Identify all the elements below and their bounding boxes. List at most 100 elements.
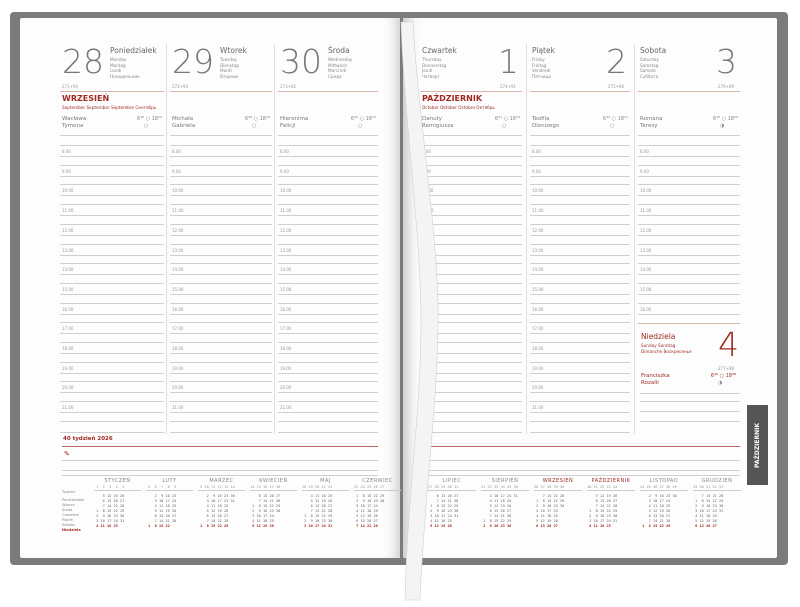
note-line[interactable] xyxy=(170,431,272,433)
note-line[interactable] xyxy=(60,420,164,422)
note-line[interactable] xyxy=(530,175,630,177)
note-line[interactable] xyxy=(530,204,630,206)
note-line[interactable] xyxy=(60,135,164,136)
note-line[interactable] xyxy=(170,263,272,265)
note-line[interactable] xyxy=(60,293,164,295)
note-line[interactable] xyxy=(420,282,522,284)
note-line[interactable] xyxy=(278,412,378,414)
note-line[interactable] xyxy=(170,156,272,157)
note-line[interactable] xyxy=(60,353,164,354)
note-line[interactable] xyxy=(420,145,522,146)
note-line[interactable] xyxy=(278,204,378,206)
mini-calendar-month[interactable]: CZERWIEC 23 24 25 26 27 1 8 15 22 29 2 9 … xyxy=(354,478,401,529)
note-line[interactable] xyxy=(530,420,630,422)
note-line[interactable] xyxy=(640,401,740,402)
note-line[interactable] xyxy=(530,156,630,157)
note-line[interactable] xyxy=(278,282,378,284)
note-line[interactable] xyxy=(420,401,522,403)
note-line[interactable] xyxy=(278,372,378,374)
note-line[interactable] xyxy=(278,333,378,335)
note-line[interactable] xyxy=(60,164,164,166)
note-line[interactable] xyxy=(530,243,630,245)
note-line[interactable] xyxy=(60,223,164,225)
note-line[interactable] xyxy=(60,204,164,206)
note-line[interactable] xyxy=(420,431,522,433)
note-line[interactable] xyxy=(278,184,378,186)
note-line[interactable] xyxy=(62,475,378,476)
note-line[interactable] xyxy=(530,322,630,324)
month-tab-pazdziernik[interactable]: PAŹDZIERNIK xyxy=(747,405,768,485)
note-line[interactable] xyxy=(60,412,164,414)
note-line[interactable] xyxy=(278,164,378,166)
note-line[interactable] xyxy=(278,302,378,304)
note-line[interactable] xyxy=(170,223,272,225)
note-line[interactable] xyxy=(638,156,740,157)
note-line[interactable] xyxy=(60,333,164,335)
note-line[interactable] xyxy=(170,381,272,383)
note-line[interactable] xyxy=(60,254,164,256)
note-line[interactable] xyxy=(420,195,522,197)
note-line[interactable] xyxy=(638,223,740,225)
note-line[interactable] xyxy=(170,234,272,236)
note-line[interactable] xyxy=(278,381,378,383)
note-line[interactable] xyxy=(420,302,522,304)
note-line[interactable] xyxy=(420,274,522,276)
note-line[interactable] xyxy=(170,412,272,414)
note-line[interactable] xyxy=(60,263,164,265)
note-line[interactable] xyxy=(60,234,164,236)
note-line[interactable] xyxy=(170,401,272,403)
note-line[interactable] xyxy=(60,156,164,157)
note-line[interactable] xyxy=(420,460,740,461)
mini-calendar-month[interactable]: MAJ 18 19 20 21 22 4 11 18 25 5 12 19 26 … xyxy=(302,478,349,529)
note-line[interactable] xyxy=(420,175,522,177)
note-line[interactable] xyxy=(420,293,522,295)
note-line[interactable] xyxy=(640,393,740,394)
note-line[interactable] xyxy=(170,361,272,363)
note-line[interactable] xyxy=(60,215,164,217)
note-line[interactable] xyxy=(530,263,630,265)
note-line[interactable] xyxy=(170,420,272,422)
mini-calendar-month[interactable]: LIPIEC 27 28 29 30 31 6 13 20 27 7 14 21 … xyxy=(428,478,476,529)
note-line[interactable] xyxy=(530,412,630,414)
note-line[interactable] xyxy=(420,135,522,136)
note-line[interactable] xyxy=(530,401,630,403)
mini-calendar-month[interactable]: PAŹDZIERNIK 40 41 42 43 44 5 12 19 26 6 1… xyxy=(587,478,635,529)
note-line[interactable] xyxy=(420,475,740,476)
note-line[interactable] xyxy=(420,342,522,343)
note-line[interactable] xyxy=(530,313,630,315)
note-line[interactable] xyxy=(60,381,164,383)
note-line[interactable] xyxy=(420,420,522,422)
note-line[interactable] xyxy=(530,353,630,354)
note-line[interactable] xyxy=(170,282,272,284)
mini-calendar-month[interactable]: LUTY 5 6 7 8 9 2 9 16 23 3 10 17 24 4 11… xyxy=(146,478,193,529)
note-line[interactable] xyxy=(278,195,378,197)
note-line[interactable] xyxy=(170,184,272,186)
note-line[interactable] xyxy=(278,243,378,245)
note-line[interactable] xyxy=(530,381,630,383)
note-line[interactable] xyxy=(60,302,164,304)
note-line[interactable] xyxy=(640,411,740,412)
note-line[interactable] xyxy=(170,254,272,256)
note-line[interactable] xyxy=(278,234,378,236)
note-line[interactable] xyxy=(420,164,522,166)
note-line[interactable] xyxy=(170,274,272,276)
note-line[interactable] xyxy=(638,234,740,236)
note-line[interactable] xyxy=(60,322,164,324)
note-line[interactable] xyxy=(278,313,378,315)
note-line[interactable] xyxy=(530,361,630,363)
note-line[interactable] xyxy=(530,234,630,236)
note-line[interactable] xyxy=(530,342,630,343)
note-line[interactable] xyxy=(530,184,630,186)
note-line[interactable] xyxy=(420,353,522,354)
note-line[interactable] xyxy=(278,431,378,433)
note-line[interactable] xyxy=(170,204,272,206)
note-line[interactable] xyxy=(530,215,630,217)
note-line[interactable] xyxy=(638,204,740,206)
note-line[interactable] xyxy=(420,333,522,335)
note-line[interactable] xyxy=(170,302,272,304)
note-line[interactable] xyxy=(420,156,522,157)
note-line[interactable] xyxy=(278,175,378,177)
note-line[interactable] xyxy=(530,333,630,335)
note-line[interactable] xyxy=(638,215,740,217)
